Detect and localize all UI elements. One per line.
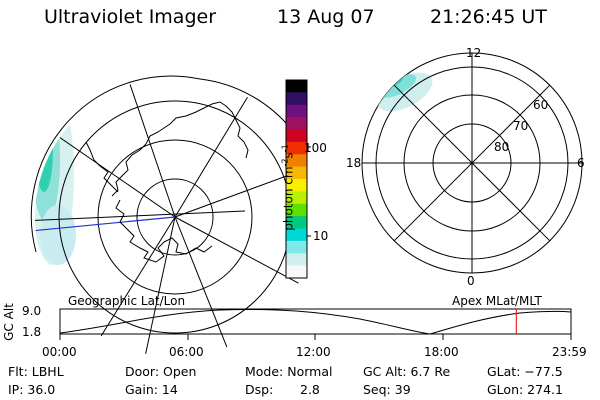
mlt-lines (362, 53, 582, 273)
horizontal-line (35, 210, 246, 222)
south-america-tip (84, 62, 104, 70)
colorbar-band (286, 141, 307, 155)
colorbar-band (286, 92, 307, 106)
colorbar-band (286, 191, 307, 205)
colorbar-band (286, 240, 307, 254)
apex-map (361, 52, 583, 274)
status-seq: Seq: 39 (363, 382, 411, 397)
colorbar-bands (286, 80, 307, 279)
altitude-ytick-high: 9.0 (22, 304, 42, 318)
status-gc-alt: GC Alt: 6.7 Re (363, 364, 451, 379)
altitude-xtick-1: 06:00 (169, 345, 204, 359)
lat-circle-70 (97, 139, 253, 295)
antarctic-peninsula (85, 141, 119, 193)
colorbar-band (286, 129, 307, 143)
colorbar-tick-label-100: 100 (304, 141, 327, 155)
colorbar-band (286, 253, 307, 267)
colorbar (285, 79, 311, 279)
colorbar-band (286, 154, 307, 168)
instrument-title: Ultraviolet Imager (44, 6, 217, 28)
status-dsp-value: 2.8 (300, 382, 320, 397)
colorbar-band (286, 203, 307, 217)
status-glat: GLat: −77.5 (487, 364, 563, 379)
colorbar-frame (285, 79, 308, 279)
status-dsp-label: Dsp: (245, 382, 274, 397)
date-label: 13 Aug 07 (277, 6, 375, 28)
time-label: 21:26:45 UT (430, 6, 547, 28)
altitude-xtick-4: 23:59 (552, 345, 587, 359)
antarctica-coastline (111, 101, 249, 263)
left-map-outline-upper (30, 75, 201, 253)
colorbar-band (286, 216, 307, 229)
colorbar-band (286, 104, 307, 118)
colorbar-band (286, 166, 307, 180)
colorbar-band (286, 265, 307, 279)
blue-track-line (35, 216, 176, 233)
altitude-ytick-low: 1.8 (22, 325, 42, 339)
altitude-xtick-0: 00:00 (42, 345, 77, 359)
status-flt: Flt: LBHL (8, 364, 64, 379)
altitude-xtick-2: 12:00 (296, 345, 331, 359)
left-map-outline-right (199, 78, 293, 131)
status-ip: IP: 36.0 (8, 382, 56, 397)
left-map-caption: Geographic Lat/Lon (68, 294, 186, 308)
mlt-label-18: 18 (346, 156, 362, 170)
mlat-label-80: 80 (494, 140, 510, 154)
left-aurora-emission (35, 83, 76, 265)
status-door: Door: Open (125, 364, 197, 379)
mlt-label-12: 12 (466, 46, 482, 60)
x-axis-ticks (59, 334, 572, 340)
altitude-ylabel: GC Alt (1, 303, 16, 341)
colorbar-units-label: photon cm-2s-1 (280, 144, 296, 231)
mlt-label-0: 0 (467, 274, 475, 288)
mlat-label-70: 70 (513, 119, 529, 133)
mlt-label-6: 6 (577, 156, 585, 170)
status-gain: Gain: 14 (125, 382, 178, 397)
colorbar-tick-label-10: 10 (313, 229, 329, 243)
colorbar-band (286, 228, 307, 242)
altitude-plot (59, 308, 572, 340)
altitude-curve (59, 308, 572, 335)
mlat-label-60: 60 (533, 98, 549, 112)
lat-circle-80 (136, 178, 214, 256)
status-glon: GLon: 274.1 (487, 382, 563, 397)
altitude-xtick-3: 18:00 (424, 345, 459, 359)
colorbar-band (286, 117, 307, 130)
status-mode: Mode: Normal (245, 364, 333, 379)
right-map-caption: Apex MLat/MLT (452, 294, 542, 308)
colorbar-band (286, 179, 307, 192)
colorbar-band (286, 80, 307, 93)
